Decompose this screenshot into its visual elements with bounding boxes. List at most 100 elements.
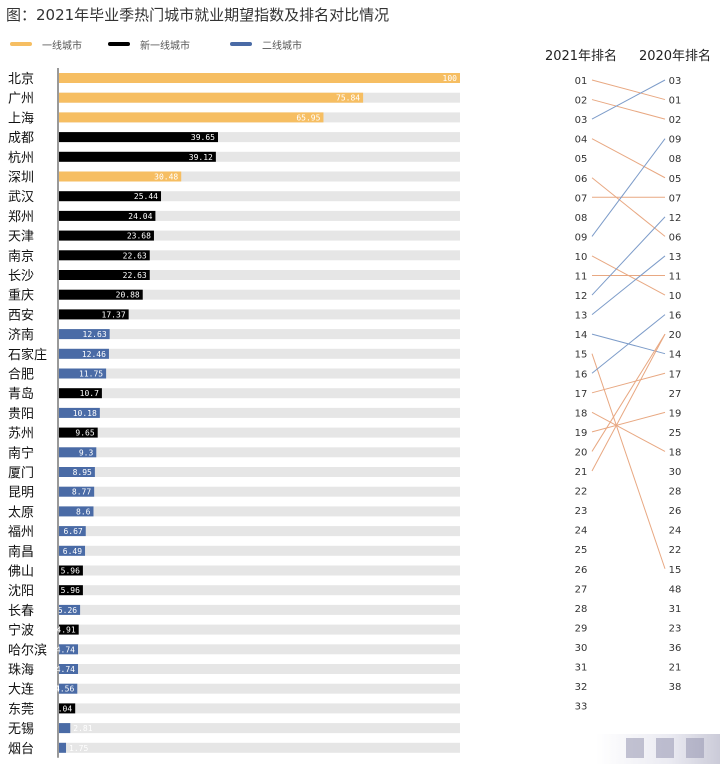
rank-2020-label: 20	[669, 330, 682, 341]
rank-2020-label: 11	[669, 272, 682, 283]
city-label: 东莞	[8, 702, 34, 717]
city-label: 珠海	[8, 663, 34, 678]
city-label: 佛山	[8, 565, 34, 580]
rank-2021-label: 09	[575, 232, 588, 243]
rank-link	[591, 99, 666, 120]
rank-2020-label: 27	[669, 389, 682, 400]
bar	[59, 723, 71, 734]
rank-2021-label: 01	[575, 76, 588, 87]
rank-2021-label: 10	[575, 252, 588, 263]
bar	[59, 191, 162, 202]
rank-2020-label: 07	[669, 193, 682, 204]
watermark-block	[626, 738, 644, 758]
bar-track	[59, 723, 460, 734]
rank-link	[591, 138, 666, 179]
value-label: 20.88	[116, 291, 140, 300]
rank-2020-label: 21	[669, 663, 682, 674]
rank-2020-label: 23	[669, 623, 682, 634]
legend-swatch	[108, 42, 130, 46]
bar-track	[59, 407, 460, 418]
legend-item: 新一线城市	[108, 36, 190, 52]
rank-link	[591, 216, 666, 296]
city-label: 哈尔滨	[8, 642, 47, 658]
bar	[59, 467, 95, 477]
rank-2020-label: 02	[669, 115, 682, 126]
rank-2021-label: 15	[575, 350, 588, 361]
rank-2021-label: 22	[575, 487, 588, 498]
bar	[59, 624, 79, 635]
value-label: 4.74	[56, 665, 75, 674]
legend-swatch	[10, 42, 32, 46]
rank-2020-label: 17	[669, 369, 682, 380]
bar-track	[59, 467, 460, 477]
rank-link	[591, 79, 666, 101]
rank-2021-label: 11	[575, 272, 588, 283]
bar-track	[59, 309, 460, 320]
value-label: 4.74	[56, 645, 75, 654]
rank-2020-label: 10	[669, 291, 682, 302]
city-label: 长沙	[8, 269, 34, 284]
bar	[59, 486, 95, 497]
rank-2021-label: 03	[575, 115, 588, 126]
value-label: 24.04	[128, 212, 152, 221]
value-label: 22.63	[123, 251, 147, 260]
rank-2020-label: 38	[669, 682, 682, 693]
city-label: 沈阳	[8, 584, 34, 599]
rank-2020-label: 48	[669, 584, 682, 595]
bar	[59, 171, 182, 182]
rank-link	[591, 372, 666, 394]
city-label: 厦门	[8, 466, 34, 481]
value-label: 25.44	[134, 192, 158, 201]
rank-2021-label: 24	[575, 526, 588, 537]
rank-2020-label: 31	[669, 604, 682, 615]
rank-2021-label: 18	[575, 408, 588, 419]
bar	[59, 348, 109, 359]
rank-2021-label: 28	[575, 604, 588, 615]
rank-2020-label: 36	[669, 643, 682, 654]
rank-link	[591, 353, 666, 569]
city-label: 太原	[8, 505, 34, 520]
bar-track	[59, 624, 460, 635]
rank-2020-label: 01	[669, 96, 682, 107]
value-label: 30.48	[154, 173, 178, 182]
rank-link	[591, 411, 666, 452]
bar-track	[59, 368, 460, 379]
city-label: 成都	[8, 131, 34, 146]
rank-2020-label: 05	[669, 174, 682, 185]
rank-link	[591, 333, 666, 452]
value-label: 39.12	[189, 153, 213, 162]
rank-2021-label: 06	[575, 174, 588, 185]
city-label: 石家庄	[8, 347, 47, 363]
bar	[59, 447, 97, 458]
rank-2020-label: 18	[669, 447, 682, 458]
rank-2021-label: 27	[575, 584, 588, 595]
city-label: 杭州	[8, 151, 34, 166]
value-label: 9.3	[79, 448, 94, 457]
rank-2021-label: 33	[575, 702, 588, 713]
rank-2020-label: 03	[669, 76, 682, 87]
value-label: 100	[443, 74, 458, 83]
bar	[59, 703, 76, 714]
bar	[59, 506, 94, 517]
city-label: 长春	[8, 604, 34, 619]
bar	[59, 230, 154, 241]
rank-link	[591, 177, 666, 237]
city-label: 南昌	[8, 544, 34, 560]
bar	[59, 427, 98, 438]
value-label: 6.49	[63, 547, 82, 556]
city-label: 上海	[8, 111, 34, 126]
city-label: 大连	[8, 682, 34, 698]
bar	[59, 565, 83, 576]
value-label: 11.75	[79, 370, 103, 379]
city-label: 无锡	[8, 722, 34, 737]
rank-link	[591, 333, 666, 472]
bar-track	[59, 329, 460, 340]
value-label: 5.96	[61, 567, 80, 576]
bar	[59, 73, 460, 83]
value-label: 12.63	[83, 330, 107, 339]
value-label: 5.26	[58, 606, 77, 615]
value-label: 10.7	[80, 389, 99, 398]
bar	[59, 309, 129, 320]
bar-track	[59, 427, 460, 438]
